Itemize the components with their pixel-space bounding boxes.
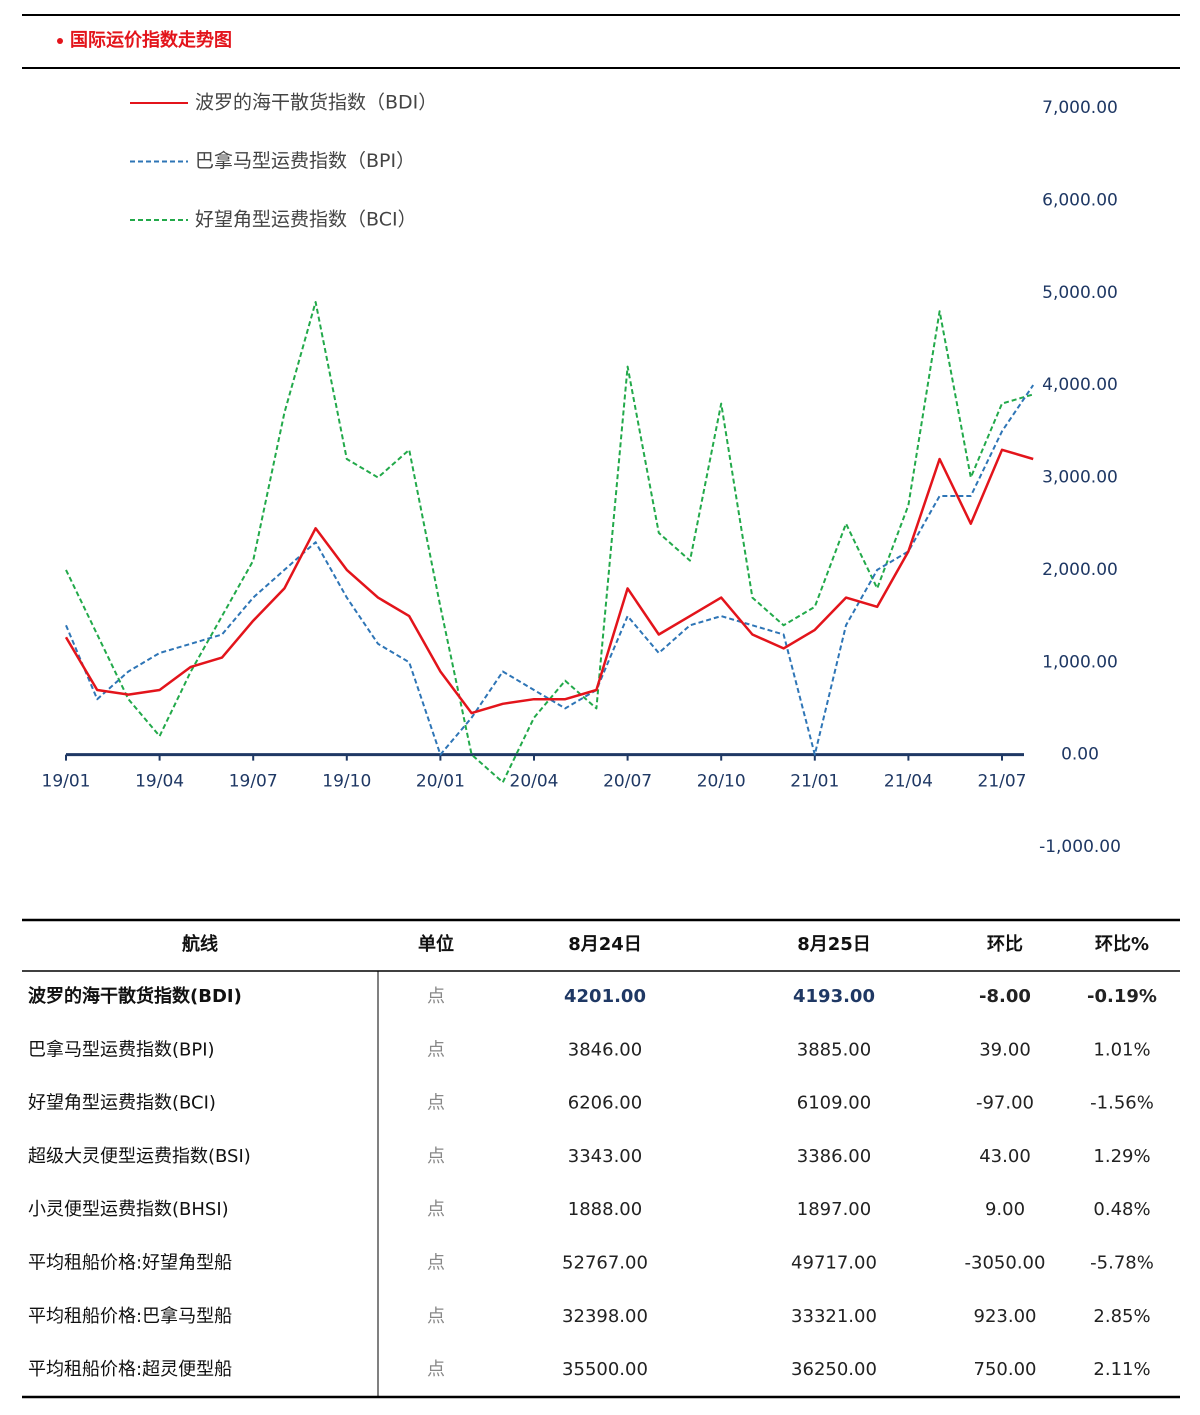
cell: 点 xyxy=(427,986,445,1007)
y-tick-label: 3,000.00 xyxy=(1042,468,1118,488)
cell: 4193.00 xyxy=(793,986,875,1007)
cell: 6109.00 xyxy=(797,1093,871,1114)
bullet xyxy=(57,38,63,44)
series-line xyxy=(64,448,1034,715)
y-tick-label: 7,000.00 xyxy=(1042,98,1118,118)
table: 航线 单位 8月24日 8月25日 环比 环比% 波罗的海干散货指数(BDI) 点 4201.0… xyxy=(22,918,1180,1399)
x-tick-label: 20/10 xyxy=(697,772,746,792)
x-tick-label: 21/04 xyxy=(884,772,933,792)
y-tick-label: 1,000.00 xyxy=(1042,652,1118,672)
cell: -8.00 xyxy=(979,986,1031,1007)
chart: -1,000.00 0.00 1,000.00 2,000.00 3,000.00 4,0… xyxy=(42,92,1121,858)
cell: 32398.00 xyxy=(562,1306,648,1327)
x-tick-label: 19/01 xyxy=(42,772,91,792)
y-tick-label: -1,000.00 xyxy=(1039,837,1121,857)
cell: 3386.00 xyxy=(797,1146,871,1167)
cell: 35500.00 xyxy=(562,1359,648,1380)
cell: 点 xyxy=(427,1199,445,1220)
cell: -1.56% xyxy=(1090,1093,1154,1114)
section-title: 国际运价指数走势图 xyxy=(70,29,232,51)
cell: 750.00 xyxy=(974,1359,1037,1380)
row-label: 平均租船价格:巴拿马型船 xyxy=(28,1305,232,1327)
column-header: 8月25日 xyxy=(797,934,871,955)
cell: 39.00 xyxy=(979,1039,1031,1060)
cell: 33321.00 xyxy=(791,1306,877,1327)
row-label: 小灵便型运费指数(BHSI) xyxy=(28,1199,229,1220)
x-tick-label: 20/07 xyxy=(603,772,652,792)
cell: -97.00 xyxy=(976,1093,1034,1114)
cell: 2.85% xyxy=(1093,1306,1150,1327)
cell: 43.00 xyxy=(979,1146,1031,1167)
x-tick-label: 21/07 xyxy=(978,772,1027,792)
cell: 9.00 xyxy=(985,1199,1025,1220)
x-tick-label: 19/07 xyxy=(229,772,278,792)
legend-label: 好望角型运费指数（BCI） xyxy=(195,209,417,231)
cell: 0.48% xyxy=(1093,1199,1150,1220)
column-header: 航线 xyxy=(182,933,218,955)
x-tick-label: 20/01 xyxy=(416,772,465,792)
x-tick-label: 21/01 xyxy=(790,772,839,792)
column-header: 环比 xyxy=(987,934,1023,955)
cell: 52767.00 xyxy=(562,1253,648,1274)
cell: 点 xyxy=(427,1039,445,1060)
cell: 4201.00 xyxy=(564,986,646,1007)
legend-label: 巴拿马型运费指数（BPI） xyxy=(195,149,415,172)
row-label: 平均租船价格:超灵便型船 xyxy=(28,1359,232,1380)
y-tick-label: 0.00 xyxy=(1061,745,1099,765)
cell: 6206.00 xyxy=(568,1093,642,1114)
cell: -3050.00 xyxy=(965,1253,1046,1274)
cell: -5.78% xyxy=(1090,1253,1154,1274)
cell: 点 xyxy=(427,1359,445,1380)
cell: 1888.00 xyxy=(568,1199,642,1220)
cell: 3343.00 xyxy=(568,1146,642,1167)
cell: 点 xyxy=(427,1306,445,1327)
x-tick-label: 19/04 xyxy=(135,772,184,792)
cell: -0.19% xyxy=(1087,986,1157,1007)
cell: 点 xyxy=(427,1093,445,1114)
cell: 1.29% xyxy=(1093,1146,1150,1167)
column-header: 单位 xyxy=(418,933,454,955)
x-tick-label: 19/10 xyxy=(322,772,371,792)
cell: 3885.00 xyxy=(797,1039,871,1060)
y-tick-label: 4,000.00 xyxy=(1042,375,1118,395)
cell: 点 xyxy=(427,1146,445,1167)
y-tick-label: 6,000.00 xyxy=(1042,190,1118,210)
column-header: 环比% xyxy=(1095,934,1149,955)
cell: 923.00 xyxy=(974,1306,1037,1327)
cell: 1897.00 xyxy=(797,1199,871,1220)
cell: 36250.00 xyxy=(791,1359,877,1380)
x-tick-label: 20/04 xyxy=(510,772,559,792)
column-header: 8月24日 xyxy=(568,934,642,955)
y-tick-label: 5,000.00 xyxy=(1042,283,1118,303)
cell: 2.11% xyxy=(1093,1359,1150,1380)
legend-label: 波罗的海干散货指数（BDI） xyxy=(195,92,437,114)
row-label: 好望角型运费指数(BCI) xyxy=(28,1093,216,1114)
cell: 3846.00 xyxy=(568,1039,642,1060)
row-label: 巴拿马型运费指数(BPI) xyxy=(28,1038,215,1060)
cell: 49717.00 xyxy=(791,1253,877,1274)
y-tick-label: 2,000.00 xyxy=(1042,560,1118,580)
row-label: 平均租船价格:好望角型船 xyxy=(28,1253,232,1274)
row-label: 波罗的海干散货指数(BDI) xyxy=(28,985,242,1007)
cell: 1.01% xyxy=(1093,1039,1150,1060)
cell: 点 xyxy=(427,1253,445,1274)
row-label: 超级大灵便型运费指数(BSI) xyxy=(28,1146,251,1167)
